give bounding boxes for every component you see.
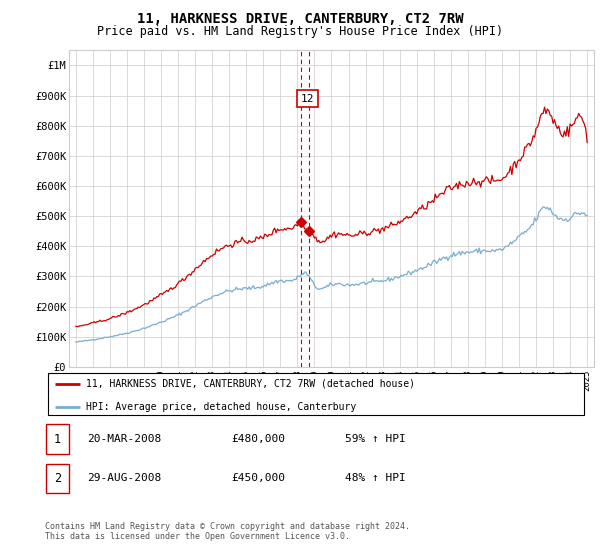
Text: 2: 2 [54,472,61,485]
Text: 59% ↑ HPI: 59% ↑ HPI [345,434,406,444]
Text: Contains HM Land Registry data © Crown copyright and database right 2024.
This d: Contains HM Land Registry data © Crown c… [45,522,410,542]
FancyBboxPatch shape [46,424,69,454]
Text: 1: 1 [54,432,61,446]
Text: £480,000: £480,000 [231,434,285,444]
Text: Price paid vs. HM Land Registry's House Price Index (HPI): Price paid vs. HM Land Registry's House … [97,25,503,38]
Text: 11, HARKNESS DRIVE, CANTERBURY, CT2 7RW (detached house): 11, HARKNESS DRIVE, CANTERBURY, CT2 7RW … [86,379,415,389]
FancyBboxPatch shape [48,373,584,416]
FancyBboxPatch shape [46,464,69,493]
Text: HPI: Average price, detached house, Canterbury: HPI: Average price, detached house, Cant… [86,402,356,412]
Text: 29-AUG-2008: 29-AUG-2008 [87,473,161,483]
Text: 48% ↑ HPI: 48% ↑ HPI [345,473,406,483]
Text: 20-MAR-2008: 20-MAR-2008 [87,434,161,444]
Text: £450,000: £450,000 [231,473,285,483]
Text: 12: 12 [301,94,314,104]
Text: 11, HARKNESS DRIVE, CANTERBURY, CT2 7RW: 11, HARKNESS DRIVE, CANTERBURY, CT2 7RW [137,12,463,26]
